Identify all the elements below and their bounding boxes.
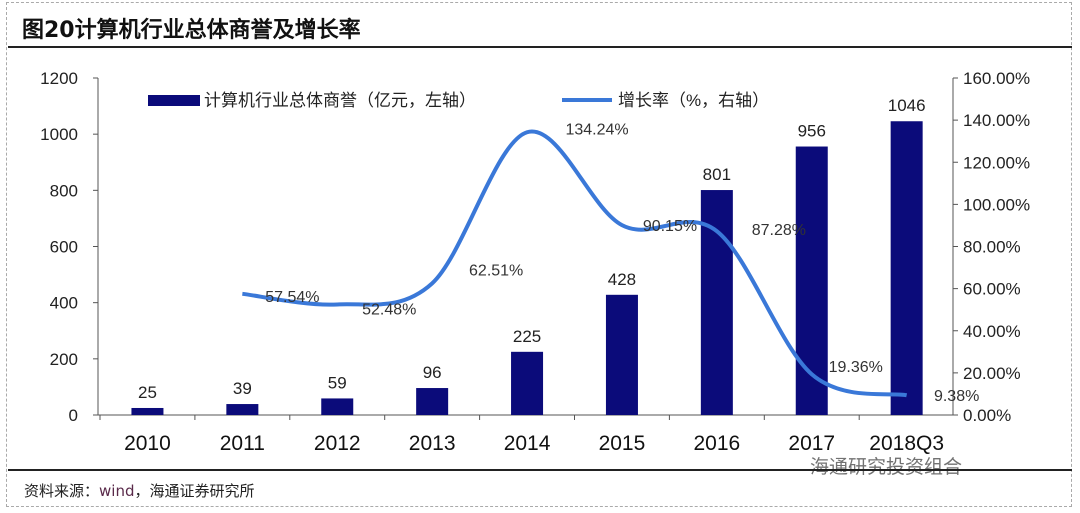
line-label: 62.51% bbox=[469, 262, 523, 279]
left-tick-label: 400 bbox=[50, 294, 78, 313]
bar-label: 801 bbox=[703, 165, 731, 184]
bar-2016 bbox=[700, 190, 733, 415]
x-tick-label: 2015 bbox=[599, 432, 646, 455]
x-tick-label: 2010 bbox=[124, 432, 171, 455]
right-tick-label: 60.00% bbox=[963, 280, 1021, 299]
bar-label: 39 bbox=[233, 379, 252, 398]
bar-label: 59 bbox=[328, 373, 347, 392]
right-tick-label: 80.00% bbox=[963, 238, 1021, 257]
bar-2018Q3 bbox=[890, 121, 923, 415]
left-tick-label: 200 bbox=[50, 350, 78, 369]
line-label: 134.24% bbox=[565, 121, 628, 138]
line-label: 90.15% bbox=[643, 218, 697, 235]
growth-line bbox=[242, 129, 908, 398]
bar-label: 96 bbox=[423, 363, 442, 382]
legend-bar-swatch bbox=[148, 95, 200, 106]
bar-label: 428 bbox=[608, 270, 636, 289]
bar-2017 bbox=[795, 146, 828, 416]
footer-rule bbox=[8, 469, 1072, 471]
bar-2011 bbox=[226, 404, 259, 415]
bar-2012 bbox=[321, 398, 354, 415]
x-tick-label: 2018Q3 bbox=[869, 432, 944, 455]
left-tick-label: 1200 bbox=[40, 69, 78, 88]
right-tick-label: 100.00% bbox=[963, 195, 1030, 214]
bar-2015 bbox=[605, 294, 638, 415]
x-tick-label: 2012 bbox=[314, 432, 361, 455]
bar-label: 25 bbox=[138, 383, 157, 402]
right-tick-label: 120.00% bbox=[963, 153, 1030, 172]
line-label: 57.54% bbox=[265, 289, 319, 306]
line-label: 9.38% bbox=[934, 388, 979, 405]
right-tick-label: 140.00% bbox=[963, 111, 1030, 130]
bar-label: 225 bbox=[513, 327, 541, 346]
right-tick-label: 20.00% bbox=[963, 364, 1021, 383]
x-tick-label: 2017 bbox=[788, 432, 835, 455]
bar-2014 bbox=[511, 351, 544, 415]
legend-line-label: 增长率（%，右轴） bbox=[618, 91, 769, 110]
left-tick-label: 800 bbox=[50, 181, 78, 200]
source-label: 资料来源： bbox=[24, 482, 100, 500]
left-tick-label: 1000 bbox=[40, 125, 78, 144]
right-tick-label: 40.00% bbox=[963, 322, 1021, 341]
x-tick-label: 2014 bbox=[504, 432, 551, 455]
source-note: 资料来源：wind，海通证券研究所 bbox=[24, 480, 255, 501]
source-rest: ，海通证券研究所 bbox=[134, 482, 255, 500]
figure-title: 图20计算机行业总体商誉及增长率 bbox=[22, 18, 361, 43]
bar-label: 956 bbox=[798, 122, 826, 141]
source-wind: wind bbox=[99, 482, 135, 500]
frame bbox=[6, 2, 1072, 507]
left-tick-label: 600 bbox=[50, 238, 78, 257]
line-label: 87.28% bbox=[752, 222, 806, 239]
title-rule bbox=[8, 46, 1072, 48]
x-tick-label: 2016 bbox=[693, 432, 740, 455]
right-tick-label: 0.00% bbox=[963, 406, 1011, 425]
bar-2010 bbox=[131, 407, 164, 415]
right-tick-label: 160.00% bbox=[963, 69, 1030, 88]
line-label: 52.48% bbox=[362, 301, 416, 318]
combo-chart: 0 200 400 600 800 1000 1200 0.00% 20.00% 40.00% 60… bbox=[40, 69, 1030, 455]
x-tick-label: 2011 bbox=[220, 432, 265, 455]
x-tick-label: 2013 bbox=[409, 432, 456, 455]
bar-label: 1046 bbox=[888, 96, 926, 115]
watermark: 海通研究投资组合 bbox=[810, 456, 963, 478]
bar-2013 bbox=[416, 388, 449, 415]
legend-bar-label: 计算机行业总体商誉（亿元，左轴） bbox=[204, 91, 476, 110]
left-tick-label: 0 bbox=[69, 406, 78, 425]
line-label: 19.36% bbox=[829, 359, 883, 376]
